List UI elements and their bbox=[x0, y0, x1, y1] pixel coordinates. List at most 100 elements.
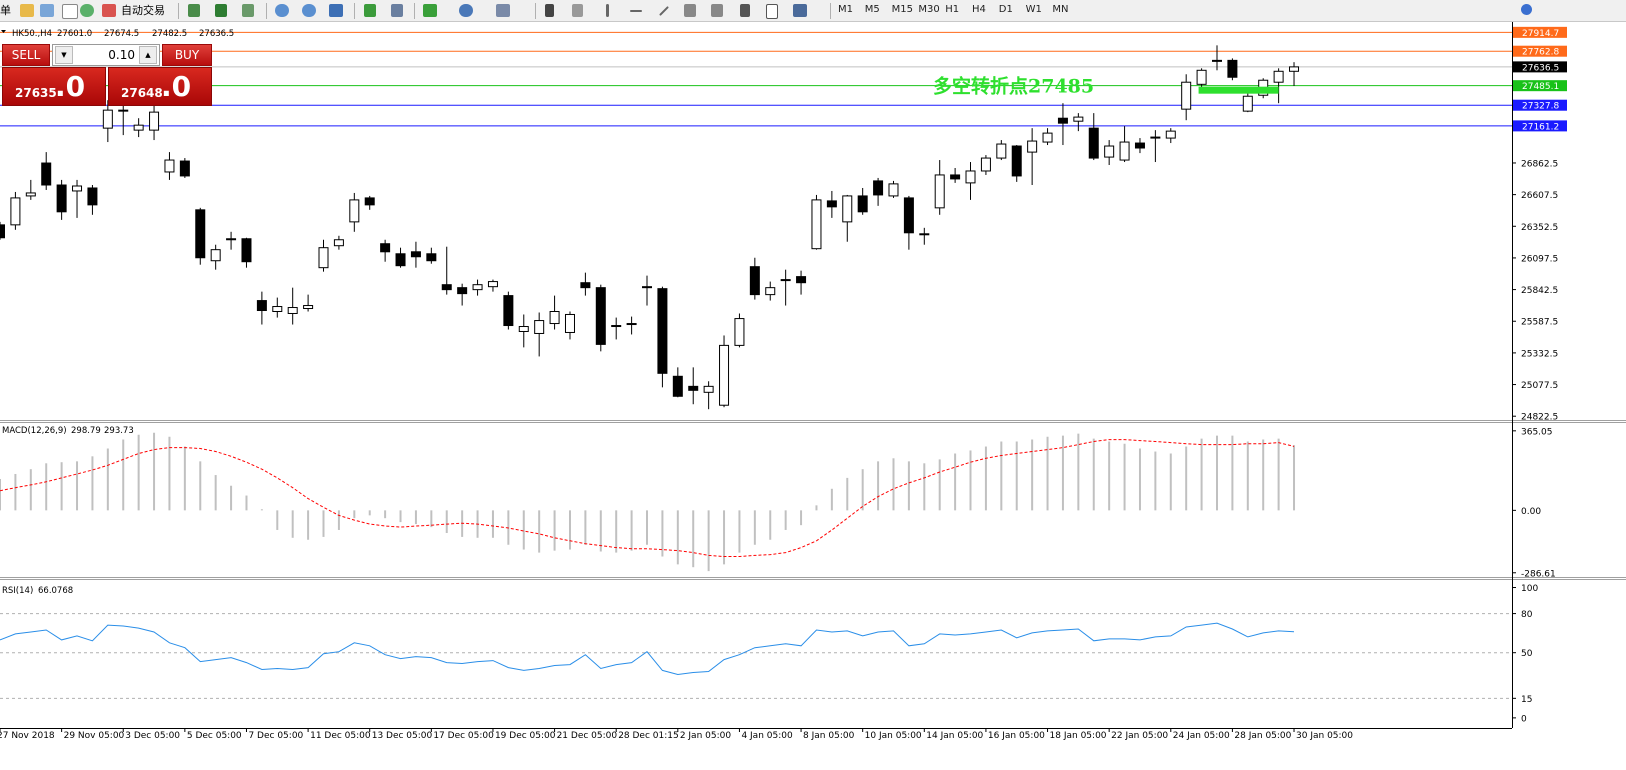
candle-body bbox=[0, 224, 5, 239]
icon[interactable] bbox=[20, 4, 34, 17]
icon[interactable] bbox=[188, 4, 200, 17]
icon[interactable] bbox=[711, 4, 723, 17]
candle-body bbox=[149, 111, 160, 131]
timeframe-button[interactable]: M30 bbox=[918, 4, 940, 15]
candle-body bbox=[487, 281, 498, 288]
icon[interactable] bbox=[740, 4, 750, 17]
candle-body bbox=[1027, 140, 1038, 153]
header-icon bbox=[1, 30, 6, 33]
candle-body bbox=[1196, 69, 1207, 85]
x-tick-label: 7 Dec 05:00 bbox=[248, 731, 303, 741]
candle-body bbox=[56, 184, 67, 213]
rsi-line bbox=[0, 622, 1295, 676]
x-tick-label: 13 Dec 05:00 bbox=[372, 731, 433, 741]
icon[interactable] bbox=[215, 4, 227, 17]
icon[interactable] bbox=[545, 4, 554, 17]
icon[interactable] bbox=[659, 6, 669, 16]
candle-body bbox=[595, 287, 606, 345]
x-tick-label: 8 Jan 05:00 bbox=[803, 731, 855, 741]
candle-body bbox=[796, 276, 807, 284]
candle-body bbox=[657, 288, 668, 374]
icon[interactable] bbox=[40, 4, 54, 17]
candle-body bbox=[1165, 130, 1176, 139]
y-tick-label: 26862.5 bbox=[1521, 159, 1558, 169]
x-tick-label: 11 Dec 05:00 bbox=[310, 731, 371, 741]
icon[interactable] bbox=[606, 4, 609, 17]
indicator-value: 293.73 bbox=[104, 426, 134, 436]
y-tick-label: 50 bbox=[1521, 649, 1533, 659]
icon[interactable] bbox=[391, 4, 403, 17]
increase-button[interactable]: ▲ bbox=[139, 46, 157, 64]
candle-body bbox=[272, 306, 283, 312]
x-tick-label: 17 Dec 05:00 bbox=[433, 731, 494, 741]
chart: 多空转折点27485 26862.526607.526352.526097.52… bbox=[0, 22, 1626, 741]
candle-body bbox=[380, 243, 391, 253]
x-tick-label: 24 Jan 05:00 bbox=[1173, 731, 1230, 741]
icon[interactable] bbox=[496, 4, 510, 17]
icon[interactable] bbox=[423, 4, 437, 17]
timeframe-button[interactable]: W1 bbox=[1025, 4, 1042, 15]
timeframe-button[interactable]: M5 bbox=[864, 4, 880, 15]
candle-body bbox=[426, 253, 437, 262]
y-tick-label: 26097.5 bbox=[1521, 254, 1558, 264]
plot-area: 多空转折点27485 bbox=[0, 31, 1512, 699]
icon[interactable] bbox=[630, 10, 642, 12]
candle-body bbox=[41, 162, 52, 186]
sell-button[interactable]: SELL bbox=[2, 44, 50, 66]
price-level-tag bbox=[1513, 80, 1567, 92]
icon[interactable] bbox=[684, 4, 696, 17]
icon[interactable] bbox=[766, 4, 778, 19]
icon[interactable] bbox=[572, 4, 583, 17]
price-level-label: 27762.8 bbox=[1522, 48, 1559, 58]
icon[interactable] bbox=[80, 4, 94, 17]
volume-value: 0.10 bbox=[108, 48, 135, 62]
menu-item[interactable]: 单 bbox=[0, 4, 11, 17]
decrease-button[interactable]: ▼ bbox=[55, 46, 73, 64]
volume-field[interactable]: ▼ 0.10 ▲ bbox=[52, 44, 160, 66]
timeframe-button[interactable]: M15 bbox=[891, 4, 913, 15]
candle-body bbox=[703, 385, 714, 393]
candle-body bbox=[549, 310, 560, 325]
timeframe-button[interactable]: MN bbox=[1052, 4, 1069, 15]
icon[interactable] bbox=[102, 4, 116, 17]
icon[interactable] bbox=[793, 4, 807, 17]
icon[interactable] bbox=[329, 4, 343, 17]
separator bbox=[178, 3, 179, 19]
timeframe-button[interactable]: H4 bbox=[972, 4, 986, 15]
candle-body bbox=[903, 197, 914, 234]
candle-body bbox=[842, 195, 853, 223]
search-icon[interactable] bbox=[1521, 4, 1532, 15]
indicator-title: RSI(14) bbox=[2, 586, 33, 596]
icon[interactable] bbox=[302, 4, 316, 17]
auto-trading-button[interactable]: 自动交易 bbox=[121, 4, 165, 17]
x-tick-label: 4 Jan 05:00 bbox=[741, 731, 793, 741]
icon[interactable] bbox=[275, 4, 289, 17]
timeframe-button[interactable]: H1 bbox=[945, 4, 960, 15]
sell-price[interactable]: 27635 .0 bbox=[2, 67, 106, 106]
buy-button[interactable]: BUY bbox=[162, 44, 212, 66]
candle-body bbox=[626, 323, 637, 326]
candle-body bbox=[980, 157, 991, 172]
separator bbox=[830, 3, 831, 19]
candle-body bbox=[518, 326, 529, 332]
price-level-tag bbox=[1513, 45, 1567, 57]
candle-body bbox=[1273, 70, 1284, 83]
buy-price[interactable]: 27648 .0 bbox=[108, 67, 212, 106]
icon[interactable] bbox=[242, 4, 254, 17]
y-tick-label: 100 bbox=[1521, 584, 1538, 594]
timeframe-button[interactable]: M1 bbox=[838, 4, 853, 15]
icon[interactable] bbox=[459, 4, 473, 17]
y-tick-label: 25332.5 bbox=[1521, 349, 1558, 359]
separator bbox=[266, 3, 267, 19]
icon[interactable] bbox=[62, 4, 78, 19]
icon[interactable] bbox=[364, 4, 376, 17]
candle-body bbox=[564, 313, 575, 333]
y-tick-label: 25842.5 bbox=[1521, 286, 1558, 296]
candle-body bbox=[472, 284, 483, 291]
x-tick-label: 21 Dec 05:00 bbox=[557, 731, 618, 741]
price-level-tag bbox=[1513, 26, 1567, 38]
y-tick-label: 0.00 bbox=[1521, 507, 1541, 517]
timeframe-button[interactable]: D1 bbox=[998, 4, 1013, 15]
price-level-label: 27485.1 bbox=[1522, 82, 1559, 92]
